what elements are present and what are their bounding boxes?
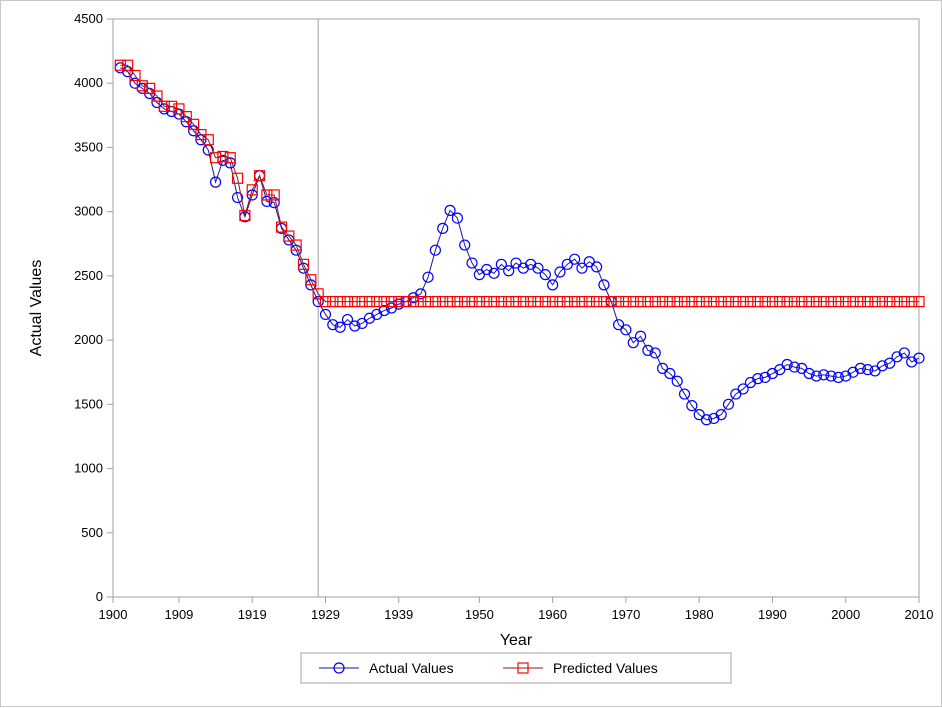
x-tick-label: 1939 — [384, 607, 413, 622]
y-axis-label: Actual Values — [28, 260, 45, 357]
x-tick-label: 1900 — [99, 607, 128, 622]
y-tick-label: 1000 — [74, 461, 103, 476]
x-tick-label: 1960 — [538, 607, 567, 622]
y-tick-label: 2000 — [74, 332, 103, 347]
x-tick-label: 1919 — [238, 607, 267, 622]
legend-item-label: Actual Values — [369, 660, 454, 676]
x-tick-label: 2000 — [831, 607, 860, 622]
y-tick-label: 0 — [96, 589, 103, 604]
y-tick-label: 4000 — [74, 75, 103, 90]
x-tick-label: 1929 — [311, 607, 340, 622]
x-tick-label: 1990 — [758, 607, 787, 622]
x-tick-label: 1950 — [465, 607, 494, 622]
y-tick-label: 3500 — [74, 139, 103, 154]
x-axis-label: Year — [500, 632, 533, 649]
x-tick-label: 1909 — [164, 607, 193, 622]
chart-svg: 0 500 1000 1500 2000 2500 3000 3500 4000 4500 1900… — [1, 1, 942, 708]
legend-item-label: Predicted Values — [553, 660, 658, 676]
x-tick-label: 1970 — [611, 607, 640, 622]
y-tick-label: 500 — [81, 525, 103, 540]
y-tick-label: 3000 — [74, 204, 103, 219]
plot-area — [113, 19, 919, 597]
x-tick-label: 2010 — [905, 607, 934, 622]
y-tick-label: 2500 — [74, 268, 103, 283]
chart-container: 0 500 1000 1500 2000 2500 3000 3500 4000 4500 1900… — [0, 0, 942, 707]
x-tick-label: 1980 — [685, 607, 714, 622]
y-tick-label: 1500 — [74, 396, 103, 411]
y-tick-label: 4500 — [74, 11, 103, 26]
